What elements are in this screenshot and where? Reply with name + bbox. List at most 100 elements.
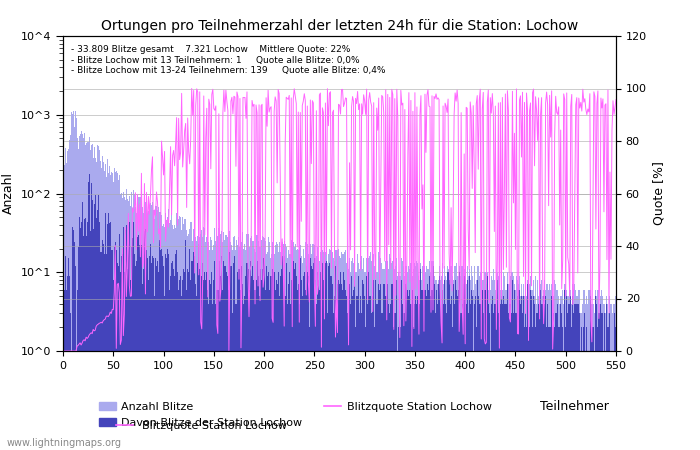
Bar bbox=[481, 276, 482, 450]
Bar bbox=[225, 266, 226, 450]
Bar bbox=[374, 266, 375, 450]
Bar bbox=[574, 304, 575, 450]
Bar bbox=[376, 272, 377, 450]
Bar bbox=[589, 290, 590, 450]
Bar bbox=[161, 215, 162, 450]
Bar bbox=[285, 244, 286, 450]
Bar bbox=[346, 296, 347, 450]
Bar bbox=[360, 296, 361, 450]
Bar bbox=[348, 314, 349, 450]
Bar bbox=[131, 192, 132, 450]
Bar bbox=[389, 254, 391, 450]
Bar bbox=[437, 284, 438, 450]
Bar bbox=[529, 284, 530, 450]
Bar bbox=[147, 216, 148, 450]
Bar bbox=[183, 224, 184, 450]
Bar bbox=[138, 235, 139, 450]
Bar bbox=[570, 296, 571, 450]
Bar bbox=[613, 351, 615, 450]
Bar bbox=[214, 261, 216, 450]
Bar bbox=[561, 314, 562, 450]
Bar bbox=[223, 261, 225, 450]
Bar bbox=[360, 261, 361, 450]
Bar bbox=[359, 314, 360, 450]
Bar bbox=[325, 263, 326, 450]
Bar bbox=[98, 195, 99, 450]
Bar bbox=[302, 296, 303, 450]
Bar bbox=[524, 296, 525, 450]
Bar bbox=[452, 276, 453, 450]
Bar bbox=[331, 276, 332, 450]
Bar bbox=[385, 261, 386, 450]
Bar bbox=[405, 284, 407, 450]
Bar bbox=[237, 272, 239, 450]
Bar bbox=[239, 247, 241, 450]
Bar bbox=[253, 248, 255, 450]
Bar bbox=[142, 207, 143, 450]
Blitzquote Station Lochow bbox=[443, 110, 452, 115]
Bar bbox=[518, 284, 519, 450]
Bar bbox=[580, 314, 581, 450]
Bar bbox=[599, 304, 601, 450]
Bar bbox=[230, 242, 232, 450]
Bar bbox=[612, 351, 613, 450]
Bar bbox=[578, 290, 580, 450]
Bar bbox=[433, 276, 435, 450]
Bar bbox=[154, 219, 155, 450]
Bar bbox=[80, 130, 82, 450]
Bar bbox=[371, 261, 372, 450]
Bar bbox=[265, 254, 267, 450]
Bar bbox=[552, 304, 553, 450]
Bar bbox=[327, 263, 328, 450]
Bar bbox=[421, 290, 423, 450]
Bar bbox=[366, 276, 367, 450]
Bar bbox=[118, 266, 119, 450]
Bar bbox=[346, 263, 347, 450]
Bar bbox=[365, 327, 366, 450]
Bar bbox=[542, 304, 543, 450]
Bar bbox=[545, 296, 546, 450]
Bar bbox=[267, 272, 269, 450]
Bar bbox=[587, 304, 588, 450]
Bar bbox=[136, 213, 137, 450]
Bar bbox=[138, 198, 139, 450]
Bar bbox=[299, 304, 300, 450]
Bar bbox=[152, 202, 153, 450]
Bar bbox=[530, 276, 531, 450]
Bar bbox=[554, 327, 555, 450]
Bar bbox=[112, 173, 113, 450]
Bar bbox=[536, 304, 537, 450]
Bar bbox=[462, 266, 463, 450]
Bar bbox=[525, 314, 526, 450]
Bar bbox=[319, 261, 320, 450]
Blitzquote Station Lochow bbox=[100, 317, 108, 323]
Blitzquote Station Lochow bbox=[612, 97, 620, 102]
Bar bbox=[120, 194, 121, 450]
Bar bbox=[71, 227, 73, 450]
Bar bbox=[380, 258, 382, 450]
Bar bbox=[319, 290, 320, 450]
Bar bbox=[456, 296, 458, 450]
Bar bbox=[410, 263, 412, 450]
Bar bbox=[468, 314, 469, 450]
Bar bbox=[522, 314, 523, 450]
Bar bbox=[466, 304, 467, 450]
Bar bbox=[378, 284, 379, 450]
Bar bbox=[486, 272, 488, 450]
Bar bbox=[166, 258, 167, 450]
Bar bbox=[513, 276, 514, 450]
Bar bbox=[221, 256, 223, 450]
Bar bbox=[461, 266, 462, 450]
Bar bbox=[377, 304, 378, 450]
Bar bbox=[244, 244, 246, 450]
Bar bbox=[74, 242, 75, 450]
Bar bbox=[369, 296, 370, 450]
Bar bbox=[423, 290, 424, 450]
Bar bbox=[344, 280, 345, 450]
Bar bbox=[460, 276, 461, 450]
Bar bbox=[152, 256, 153, 450]
Bar bbox=[170, 276, 171, 450]
Bar bbox=[248, 290, 249, 450]
Bar bbox=[287, 304, 288, 450]
Bar bbox=[402, 304, 403, 450]
